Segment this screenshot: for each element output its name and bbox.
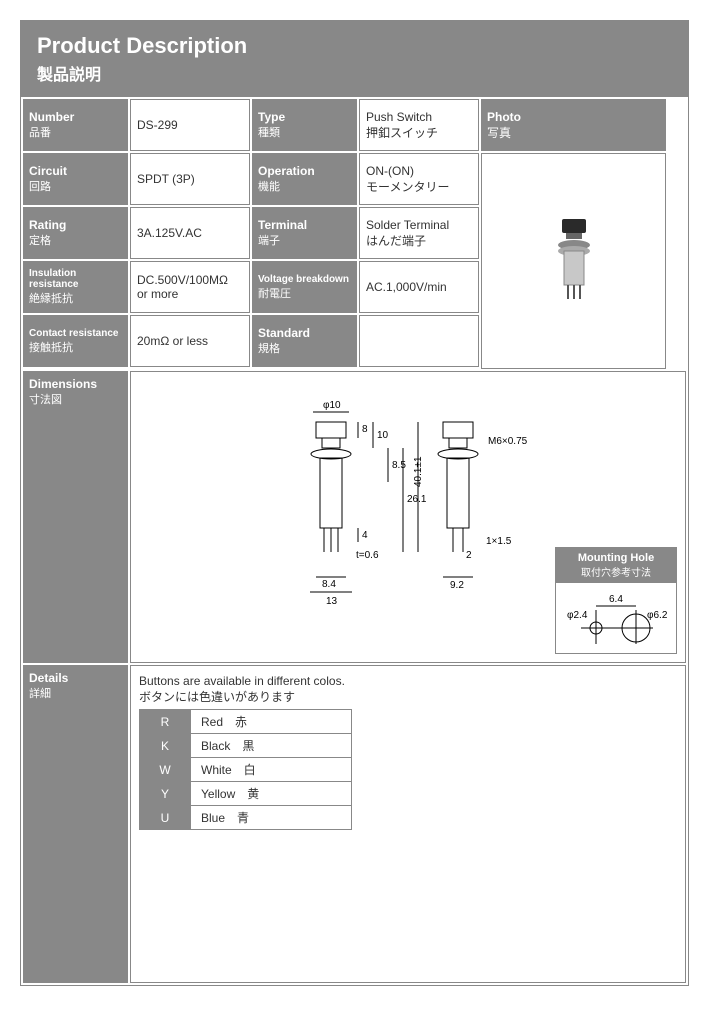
svg-text:2: 2 — [466, 550, 472, 561]
value-contact: 20mΩ or less — [130, 315, 250, 367]
label-details: Details 詳細 — [23, 665, 128, 983]
value-operation: ON-(ON) モーメンタリー — [359, 153, 479, 205]
label-type: Type 種類 — [252, 99, 357, 151]
value-rating: 3A.125V.AC — [130, 207, 250, 259]
svg-text:φ10: φ10 — [323, 400, 341, 411]
svg-text:6.4: 6.4 — [609, 594, 623, 605]
label-dimensions: Dimensions 寸法図 — [23, 371, 128, 663]
details-intro-en: Buttons are available in different colos… — [139, 674, 677, 688]
title-jp: 製品説明 — [37, 61, 672, 85]
color-row: KBlack 黒 — [140, 734, 352, 758]
svg-text:8.4: 8.4 — [322, 579, 336, 590]
product-photo-icon — [544, 211, 604, 311]
color-code: U — [140, 806, 191, 830]
color-row: UBlue 青 — [140, 806, 352, 830]
label-terminal: Terminal 端子 — [252, 207, 357, 259]
svg-text:4: 4 — [362, 530, 368, 541]
color-table: RRed 赤KBlack 黒WWhite 白YYellow 黄UBlue 青 — [139, 709, 352, 830]
label-voltage: Voltage breakdown 耐電圧 — [252, 261, 357, 313]
svg-text:t=0.6: t=0.6 — [356, 550, 379, 561]
color-name: Black 黒 — [191, 734, 352, 758]
color-code: R — [140, 710, 191, 734]
color-name: White 白 — [191, 758, 352, 782]
label-operation: Operation 機能 — [252, 153, 357, 205]
label-standard: Standard 規格 — [252, 315, 357, 367]
svg-text:26.1: 26.1 — [407, 494, 427, 505]
value-voltage: AC.1,000V/min — [359, 261, 479, 313]
card-header: Product Description 製品説明 — [21, 21, 688, 97]
title-en: Product Description — [37, 33, 672, 59]
details-body: Buttons are available in different colos… — [130, 665, 686, 983]
details-row: Details 詳細 Buttons are available in diff… — [21, 665, 688, 985]
value-circuit: SPDT (3P) — [130, 153, 250, 205]
label-photo: Photo 写真 — [481, 99, 666, 151]
color-name: Yellow 黄 — [191, 782, 352, 806]
label-number: Number 品番 — [23, 99, 128, 151]
svg-text:10: 10 — [377, 430, 389, 441]
color-code: K — [140, 734, 191, 758]
color-row: RRed 赤 — [140, 710, 352, 734]
value-standard — [359, 315, 479, 367]
svg-text:1×1.5: 1×1.5 — [486, 536, 512, 547]
color-name: Blue 青 — [191, 806, 352, 830]
svg-text:40.1±1: 40.1±1 — [413, 456, 424, 487]
mounting-hole-box: Mounting Hole 取付穴参考寸法 φ2.4 — [555, 547, 677, 654]
dimensions-box: φ10 8 10 8.5 26.1 40.1±1 4 t=0.6 8.4 13 … — [130, 371, 686, 663]
dimension-drawing: φ10 8 10 8.5 26.1 40.1±1 4 t=0.6 8.4 13 … — [238, 382, 578, 612]
mounting-hole-drawing: φ2.4 6.4 φ6.2 — [556, 583, 676, 653]
color-code: W — [140, 758, 191, 782]
color-row: WWhite 白 — [140, 758, 352, 782]
photo-cell — [481, 153, 666, 369]
svg-text:8: 8 — [362, 424, 368, 435]
dimensions-row: Dimensions 寸法図 — [21, 371, 688, 665]
mounting-hole-header: Mounting Hole 取付穴参考寸法 — [556, 548, 676, 583]
value-type: Push Switch 押釦スイッチ — [359, 99, 479, 151]
value-number: DS-299 — [130, 99, 250, 151]
svg-text:φ2.4: φ2.4 — [567, 610, 588, 621]
color-row: YYellow 黄 — [140, 782, 352, 806]
svg-text:13: 13 — [326, 596, 338, 607]
label-circuit: Circuit 回路 — [23, 153, 128, 205]
value-insulation: DC.500V/100MΩ or more — [130, 261, 250, 313]
spec-grid: Number 品番 DS-299 Type 種類 Push Switch 押釦ス… — [21, 97, 688, 371]
label-rating: Rating 定格 — [23, 207, 128, 259]
color-code: Y — [140, 782, 191, 806]
svg-text:M6×0.75: M6×0.75 — [488, 436, 528, 447]
value-terminal: Solder Terminal はんだ端子 — [359, 207, 479, 259]
details-intro-jp: ボタンには色違いがあります — [139, 688, 677, 705]
color-name: Red 赤 — [191, 710, 352, 734]
label-insulation: Insulation resistance 絶縁抵抗 — [23, 261, 128, 313]
svg-text:9.2: 9.2 — [450, 580, 464, 591]
product-card: Product Description 製品説明 Number 品番 DS-29… — [20, 20, 689, 986]
label-contact: Contact resistance 接触抵抗 — [23, 315, 128, 367]
svg-text:8.5: 8.5 — [392, 460, 406, 471]
svg-text:φ6.2: φ6.2 — [647, 610, 668, 621]
